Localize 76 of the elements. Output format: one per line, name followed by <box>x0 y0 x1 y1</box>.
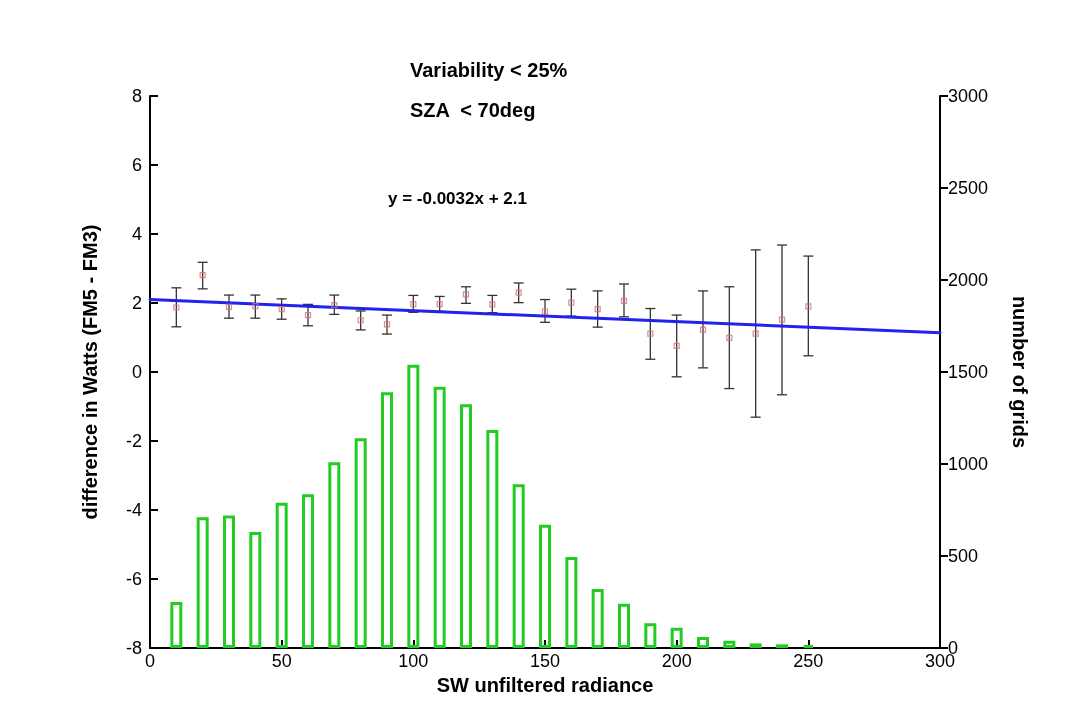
bar <box>512 484 525 648</box>
y-tick-label: 8 <box>131 86 142 106</box>
point <box>383 321 391 328</box>
bar <box>275 502 288 648</box>
point <box>462 291 470 298</box>
bar <box>723 640 736 648</box>
chart-subtitle: SZA < 70deg <box>410 99 536 121</box>
point <box>331 301 338 309</box>
bar <box>749 643 762 648</box>
y2-tick-label: 2000 <box>948 270 989 290</box>
bar <box>644 623 657 648</box>
point <box>436 300 443 308</box>
bar <box>328 462 341 648</box>
point <box>699 326 707 333</box>
point <box>252 303 259 310</box>
point <box>752 330 759 337</box>
y-tick-label: 6 <box>131 155 142 175</box>
point <box>225 303 233 310</box>
point <box>410 300 417 308</box>
point <box>173 304 180 311</box>
point <box>647 330 654 337</box>
bar <box>565 556 578 648</box>
bar <box>486 429 499 648</box>
y-tick-label: 2 <box>131 293 142 313</box>
bar <box>170 602 183 648</box>
x-tick-label: 200 <box>661 651 692 671</box>
point <box>199 271 206 279</box>
bar <box>223 515 235 648</box>
bar <box>539 524 551 648</box>
point <box>278 306 285 313</box>
bar <box>407 364 420 648</box>
x-tick-label: 50 <box>271 651 292 671</box>
bar <box>670 627 683 648</box>
point <box>541 308 549 315</box>
y-tick-label: 0 <box>131 362 142 382</box>
point <box>594 306 601 313</box>
x-tick-label: 100 <box>398 651 429 671</box>
point <box>489 301 496 308</box>
point <box>620 297 628 305</box>
bar <box>618 603 630 648</box>
bar <box>776 644 788 648</box>
bar <box>196 517 209 648</box>
bar <box>591 589 604 648</box>
y-tick-label: -2 <box>125 431 142 451</box>
y2-tick-label: 500 <box>948 546 979 566</box>
x-axis-title: SW unfiltered radiance <box>436 673 654 696</box>
point <box>805 303 812 310</box>
x-tick-label: 0 <box>144 651 156 671</box>
y-tick-label: -8 <box>125 638 142 658</box>
point <box>304 311 312 319</box>
y-tick-label: -4 <box>125 500 142 520</box>
bar <box>460 404 472 648</box>
y-tick-label: -6 <box>125 569 142 589</box>
bar <box>697 636 709 648</box>
bar <box>354 438 367 648</box>
y-axis-title: difference in Watts (FM5 - FM3) <box>79 224 101 520</box>
x-tick-label: 150 <box>529 651 561 671</box>
y2-tick-label: 1000 <box>948 454 989 474</box>
y2-tick-label: 1500 <box>948 362 989 382</box>
point <box>568 299 575 306</box>
annotation: y = -0.0032x + 2.1 <box>388 189 527 208</box>
point <box>778 316 786 323</box>
bar <box>433 386 446 648</box>
y2-tick-label: 2500 <box>948 178 989 198</box>
bar <box>381 392 393 648</box>
chart-title: Variability < 25% <box>410 59 568 81</box>
y2-axis-title: number of grids <box>1009 295 1031 449</box>
y2-tick-label: 3000 <box>948 86 989 106</box>
point <box>673 342 680 349</box>
bar <box>249 532 262 648</box>
x-tick-label: 250 <box>793 651 824 671</box>
bar <box>302 494 314 648</box>
point <box>726 334 733 341</box>
point <box>515 289 522 296</box>
y-tick-label: 4 <box>131 224 142 244</box>
point <box>357 317 364 324</box>
